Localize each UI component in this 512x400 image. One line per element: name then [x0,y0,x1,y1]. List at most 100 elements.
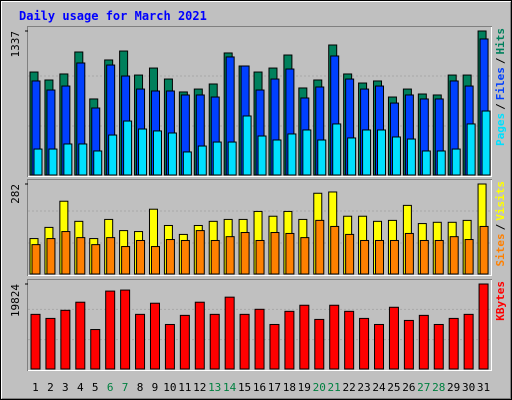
x-tick-label: 29 [447,381,460,394]
bar [212,141,222,176]
x-tick-label: 27 [417,381,430,394]
bar [284,310,295,370]
bar [63,143,73,176]
bar [195,230,205,275]
bar [287,133,297,176]
bar [464,239,474,275]
bar [239,313,250,370]
bar [227,141,237,176]
x-tick-label: 24 [372,381,386,394]
bar [121,246,131,275]
bar [359,317,370,370]
bar [329,304,340,370]
bar [197,145,207,176]
bar [149,302,160,370]
bar [434,239,444,275]
bar [257,135,267,176]
x-tick-label: 30 [462,381,475,394]
bar [209,313,220,370]
bar [106,237,116,275]
bar [403,319,414,370]
x-tick-label: 4 [77,381,84,394]
bar [93,150,103,176]
bar [479,225,489,275]
x-tick-label: 21 [328,381,341,394]
bar [377,129,387,176]
bar [362,129,372,176]
bar [388,306,399,370]
legend-entry: KBytes [494,281,507,321]
x-tick-label: 28 [432,381,445,394]
legend-entry: Files [494,67,507,100]
x-tick-label: 6 [107,381,114,394]
x-tick-label: 3 [62,381,69,394]
legend: Pages / Files / Hits [494,28,507,146]
bar [180,239,190,275]
bar [105,290,116,370]
bar [433,323,444,370]
bar [375,239,385,275]
x-tick-label: 16 [253,381,266,394]
bar [150,246,160,275]
bar [33,148,43,176]
bar [152,130,162,176]
bar [76,237,86,275]
bar [317,139,327,176]
bar [194,301,205,370]
bar [315,219,325,275]
bar [272,139,282,176]
bar [404,232,414,275]
x-tick-label: 26 [402,381,415,394]
panel-bevel [28,27,492,177]
legend: KBytes [494,281,507,321]
bar [60,309,71,370]
bar [332,123,342,176]
bar [448,317,459,370]
x-tick-label: 31 [477,381,490,394]
bar [31,244,41,275]
bar [164,323,175,370]
bar [78,143,88,176]
x-tick-label: 5 [92,381,99,394]
bar [270,232,280,275]
bar [436,150,446,176]
x-tick-label: 13 [208,381,221,394]
bar [48,148,58,176]
legend-entry: Sites [494,233,507,266]
x-tick-label: 9 [152,381,159,394]
bar [210,239,220,275]
legend-separator: / [494,57,507,64]
bar [418,314,429,370]
bar [389,239,399,275]
y-tick-label: 282 [9,184,22,204]
x-tick-label: 23 [357,381,370,394]
bar [347,137,357,176]
bar [344,310,355,370]
bar [224,296,235,370]
y-tick-label: 19824 [9,284,22,317]
legend-entry: Hits [494,28,507,55]
x-tick-label: 22 [342,381,355,394]
panel-bevel [28,280,492,371]
bar [478,283,489,370]
bar [463,313,474,370]
bar [254,308,265,370]
bar [255,239,265,275]
bar [481,110,491,176]
bar [179,314,190,370]
x-tick-label: 25 [387,381,400,394]
bar [225,236,235,275]
bar [182,151,192,176]
legend-entry: Visits [494,181,507,221]
bar [449,236,459,275]
bar [240,232,250,275]
x-tick-label: 8 [137,381,144,394]
bar [61,231,71,275]
x-tick-label: 10 [163,381,176,394]
bar [75,301,86,370]
bar [90,329,101,370]
panel-bevel [28,180,492,276]
bar [466,123,476,176]
